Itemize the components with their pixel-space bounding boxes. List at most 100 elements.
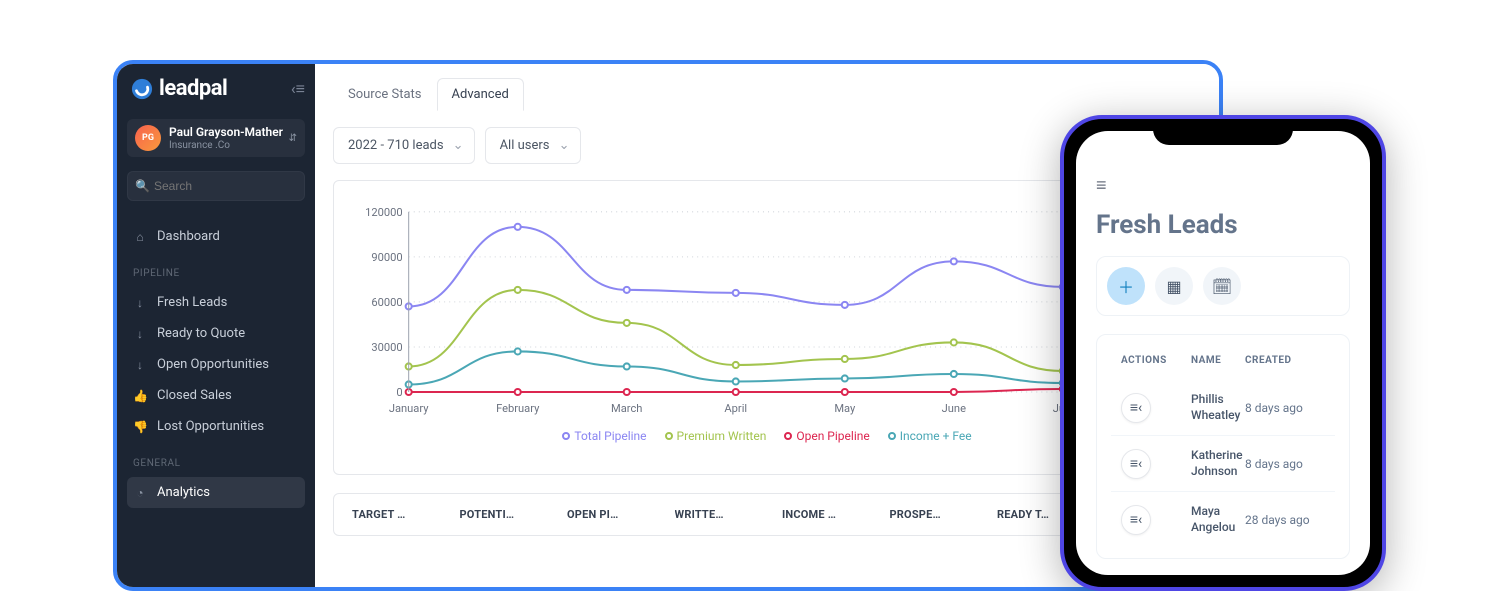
mobile-screen: ≡ Fresh Leads ＋ ▦ 🗓 ACTIONS NAME CREATED xyxy=(1076,131,1370,575)
legend-item[interactable]: Total Pipeline xyxy=(562,429,646,443)
line-chart-svg: 0 30000 60000 90000 120000 January February Mar… xyxy=(352,195,1182,425)
svg-text:June: June xyxy=(942,402,966,415)
table-column-header[interactable]: INCOME … xyxy=(782,508,860,521)
period-select[interactable]: 2022 - 710 leads xyxy=(333,127,475,164)
tabs: Source Stats Advanced xyxy=(333,78,1201,111)
svg-text:30000: 30000 xyxy=(371,341,402,354)
tab-source-stats[interactable]: Source Stats xyxy=(333,78,437,111)
svg-text:May: May xyxy=(834,402,856,415)
users-select[interactable]: All users xyxy=(485,127,581,164)
legend-item[interactable]: Income + Fee xyxy=(888,429,972,443)
plus-icon: ＋ xyxy=(1118,274,1134,298)
legend-label: Income + Fee xyxy=(900,429,972,443)
svg-text:January: January xyxy=(389,402,429,415)
desktop-window: leadpal ‹≡ PG Paul Grayson-Mather Insura… xyxy=(113,60,1223,591)
nav-label: Lost Opportunities xyxy=(157,419,264,434)
svg-text:60000: 60000 xyxy=(371,296,402,309)
legend-label: Total Pipeline xyxy=(574,429,646,443)
nav-dashboard[interactable]: ⌂ Dashboard xyxy=(127,221,305,252)
search-input[interactable] xyxy=(127,171,305,201)
table-column-header[interactable]: POTENTI… xyxy=(460,508,538,521)
lead-created: 28 days ago xyxy=(1245,513,1325,527)
calendar-button[interactable]: 🗓 xyxy=(1203,267,1241,305)
table-column-header[interactable]: PROSPE… xyxy=(890,508,968,521)
table-column-header[interactable]: OPEN PI… xyxy=(567,508,645,521)
brand-logo-icon xyxy=(131,78,153,100)
user-name: Paul Grayson-Mather xyxy=(169,125,289,139)
section-general-label: GENERAL xyxy=(127,442,305,477)
legend-marker-icon xyxy=(665,432,673,440)
svg-text:April: April xyxy=(724,402,747,415)
mobile-device: ≡ Fresh Leads ＋ ▦ 🗓 ACTIONS NAME CREATED xyxy=(1060,115,1386,591)
legend-marker-icon xyxy=(562,432,570,440)
mobile-page-title: Fresh Leads xyxy=(1096,210,1350,240)
legend-item[interactable]: Premium Written xyxy=(665,429,767,443)
arrow-down-icon: ↓ xyxy=(133,327,147,341)
section-pipeline-label: PIPELINE xyxy=(127,252,305,287)
lead-row[interactable]: ≡‹ Maya Angelou 28 days ago xyxy=(1111,491,1335,547)
row-actions-button[interactable]: ≡‹ xyxy=(1121,393,1151,423)
lead-name: Katherine Johnson xyxy=(1191,448,1245,479)
pie-chart-icon: ◔ xyxy=(133,486,147,500)
lead-row[interactable]: ≡‹ Katherine Johnson 8 days ago xyxy=(1111,435,1335,491)
logo: leadpal ‹≡ xyxy=(127,76,305,101)
calendar-icon: 🗓 xyxy=(1212,277,1232,296)
lead-name: Maya Angelou xyxy=(1191,504,1245,535)
nav-label: Analytics xyxy=(157,485,210,500)
grid-view-button[interactable]: ▦ xyxy=(1155,267,1193,305)
lead-created: 8 days ago xyxy=(1245,457,1325,471)
legend-label: Premium Written xyxy=(677,429,767,443)
tab-advanced[interactable]: Advanced xyxy=(437,78,524,111)
table-column-header[interactable]: WRITTE… xyxy=(675,508,753,521)
col-created: CREATED xyxy=(1245,355,1325,366)
lead-name: Phillis Wheatley xyxy=(1191,392,1245,423)
nav-fresh-leads[interactable]: ↓ Fresh Leads xyxy=(127,287,305,318)
svg-text:February: February xyxy=(496,402,540,415)
nav-open-opportunities[interactable]: ↓ Open Opportunities xyxy=(127,349,305,380)
legend-label: Open Pipeline xyxy=(796,429,869,443)
lead-row[interactable]: ≡‹ Phillis Wheatley 8 days ago xyxy=(1111,380,1335,435)
table-column-header[interactable]: TARGET … xyxy=(352,508,430,521)
nav-closed-sales[interactable]: 👍 Closed Sales xyxy=(127,380,305,411)
nav-lost-opportunities[interactable]: 👎 Lost Opportunities xyxy=(127,411,305,442)
nav-label: Ready to Quote xyxy=(157,326,245,341)
col-name: NAME xyxy=(1191,355,1245,366)
home-icon: ⌂ xyxy=(133,230,147,244)
row-actions-button[interactable]: ≡‹ xyxy=(1121,449,1151,479)
thumbs-down-icon: 👎 xyxy=(133,420,147,434)
nav-label: Closed Sales xyxy=(157,388,232,403)
arrow-down-icon: ↓ xyxy=(133,296,147,310)
user-switcher[interactable]: PG Paul Grayson-Mather Insurance .Co ⇵ xyxy=(127,119,305,157)
arrow-down-icon: ↓ xyxy=(133,358,147,372)
nav-label: Open Opportunities xyxy=(157,357,269,372)
user-avatar: PG xyxy=(135,125,161,151)
add-lead-button[interactable]: ＋ xyxy=(1107,267,1145,305)
sidebar: leadpal ‹≡ PG Paul Grayson-Mather Insura… xyxy=(117,64,315,587)
hamburger-icon[interactable]: ≡ xyxy=(1096,175,1350,196)
sidebar-search[interactable]: 🔍 xyxy=(127,171,305,201)
legend-marker-icon xyxy=(888,432,896,440)
col-actions: ACTIONS xyxy=(1121,355,1191,366)
nav-ready-to-quote[interactable]: ↓ Ready to Quote xyxy=(127,318,305,349)
chart-legend: Total Pipeline Premium Written Open Pipe… xyxy=(352,429,1182,443)
nav-label: Dashboard xyxy=(157,229,220,244)
grid-icon: ▦ xyxy=(1166,277,1181,296)
leads-header-row: ACTIONS NAME CREATED xyxy=(1111,341,1335,380)
row-actions-button[interactable]: ≡‹ xyxy=(1121,505,1151,535)
collapse-sidebar-icon[interactable]: ‹≡ xyxy=(291,79,305,99)
search-icon: 🔍 xyxy=(135,179,150,193)
table-header-row: TARGET … POTENTI… OPEN PI… WRITTE… INCOME … P… xyxy=(352,508,1182,521)
brand-name: leadpal xyxy=(159,76,227,101)
lead-created: 8 days ago xyxy=(1245,401,1325,415)
svg-text:0: 0 xyxy=(396,386,402,399)
mobile-action-bar: ＋ ▦ 🗓 xyxy=(1096,256,1350,316)
thumbs-up-icon: 👍 xyxy=(133,389,147,403)
legend-item[interactable]: Open Pipeline xyxy=(784,429,869,443)
nav-analytics[interactable]: ◔ Analytics xyxy=(127,477,305,508)
nav-label: Fresh Leads xyxy=(157,295,227,310)
svg-text:90000: 90000 xyxy=(371,251,402,264)
svg-text:March: March xyxy=(611,402,642,415)
svg-text:120000: 120000 xyxy=(365,206,403,219)
user-org: Insurance .Co xyxy=(169,140,289,151)
menu-icon: ≡‹ xyxy=(1130,399,1142,416)
